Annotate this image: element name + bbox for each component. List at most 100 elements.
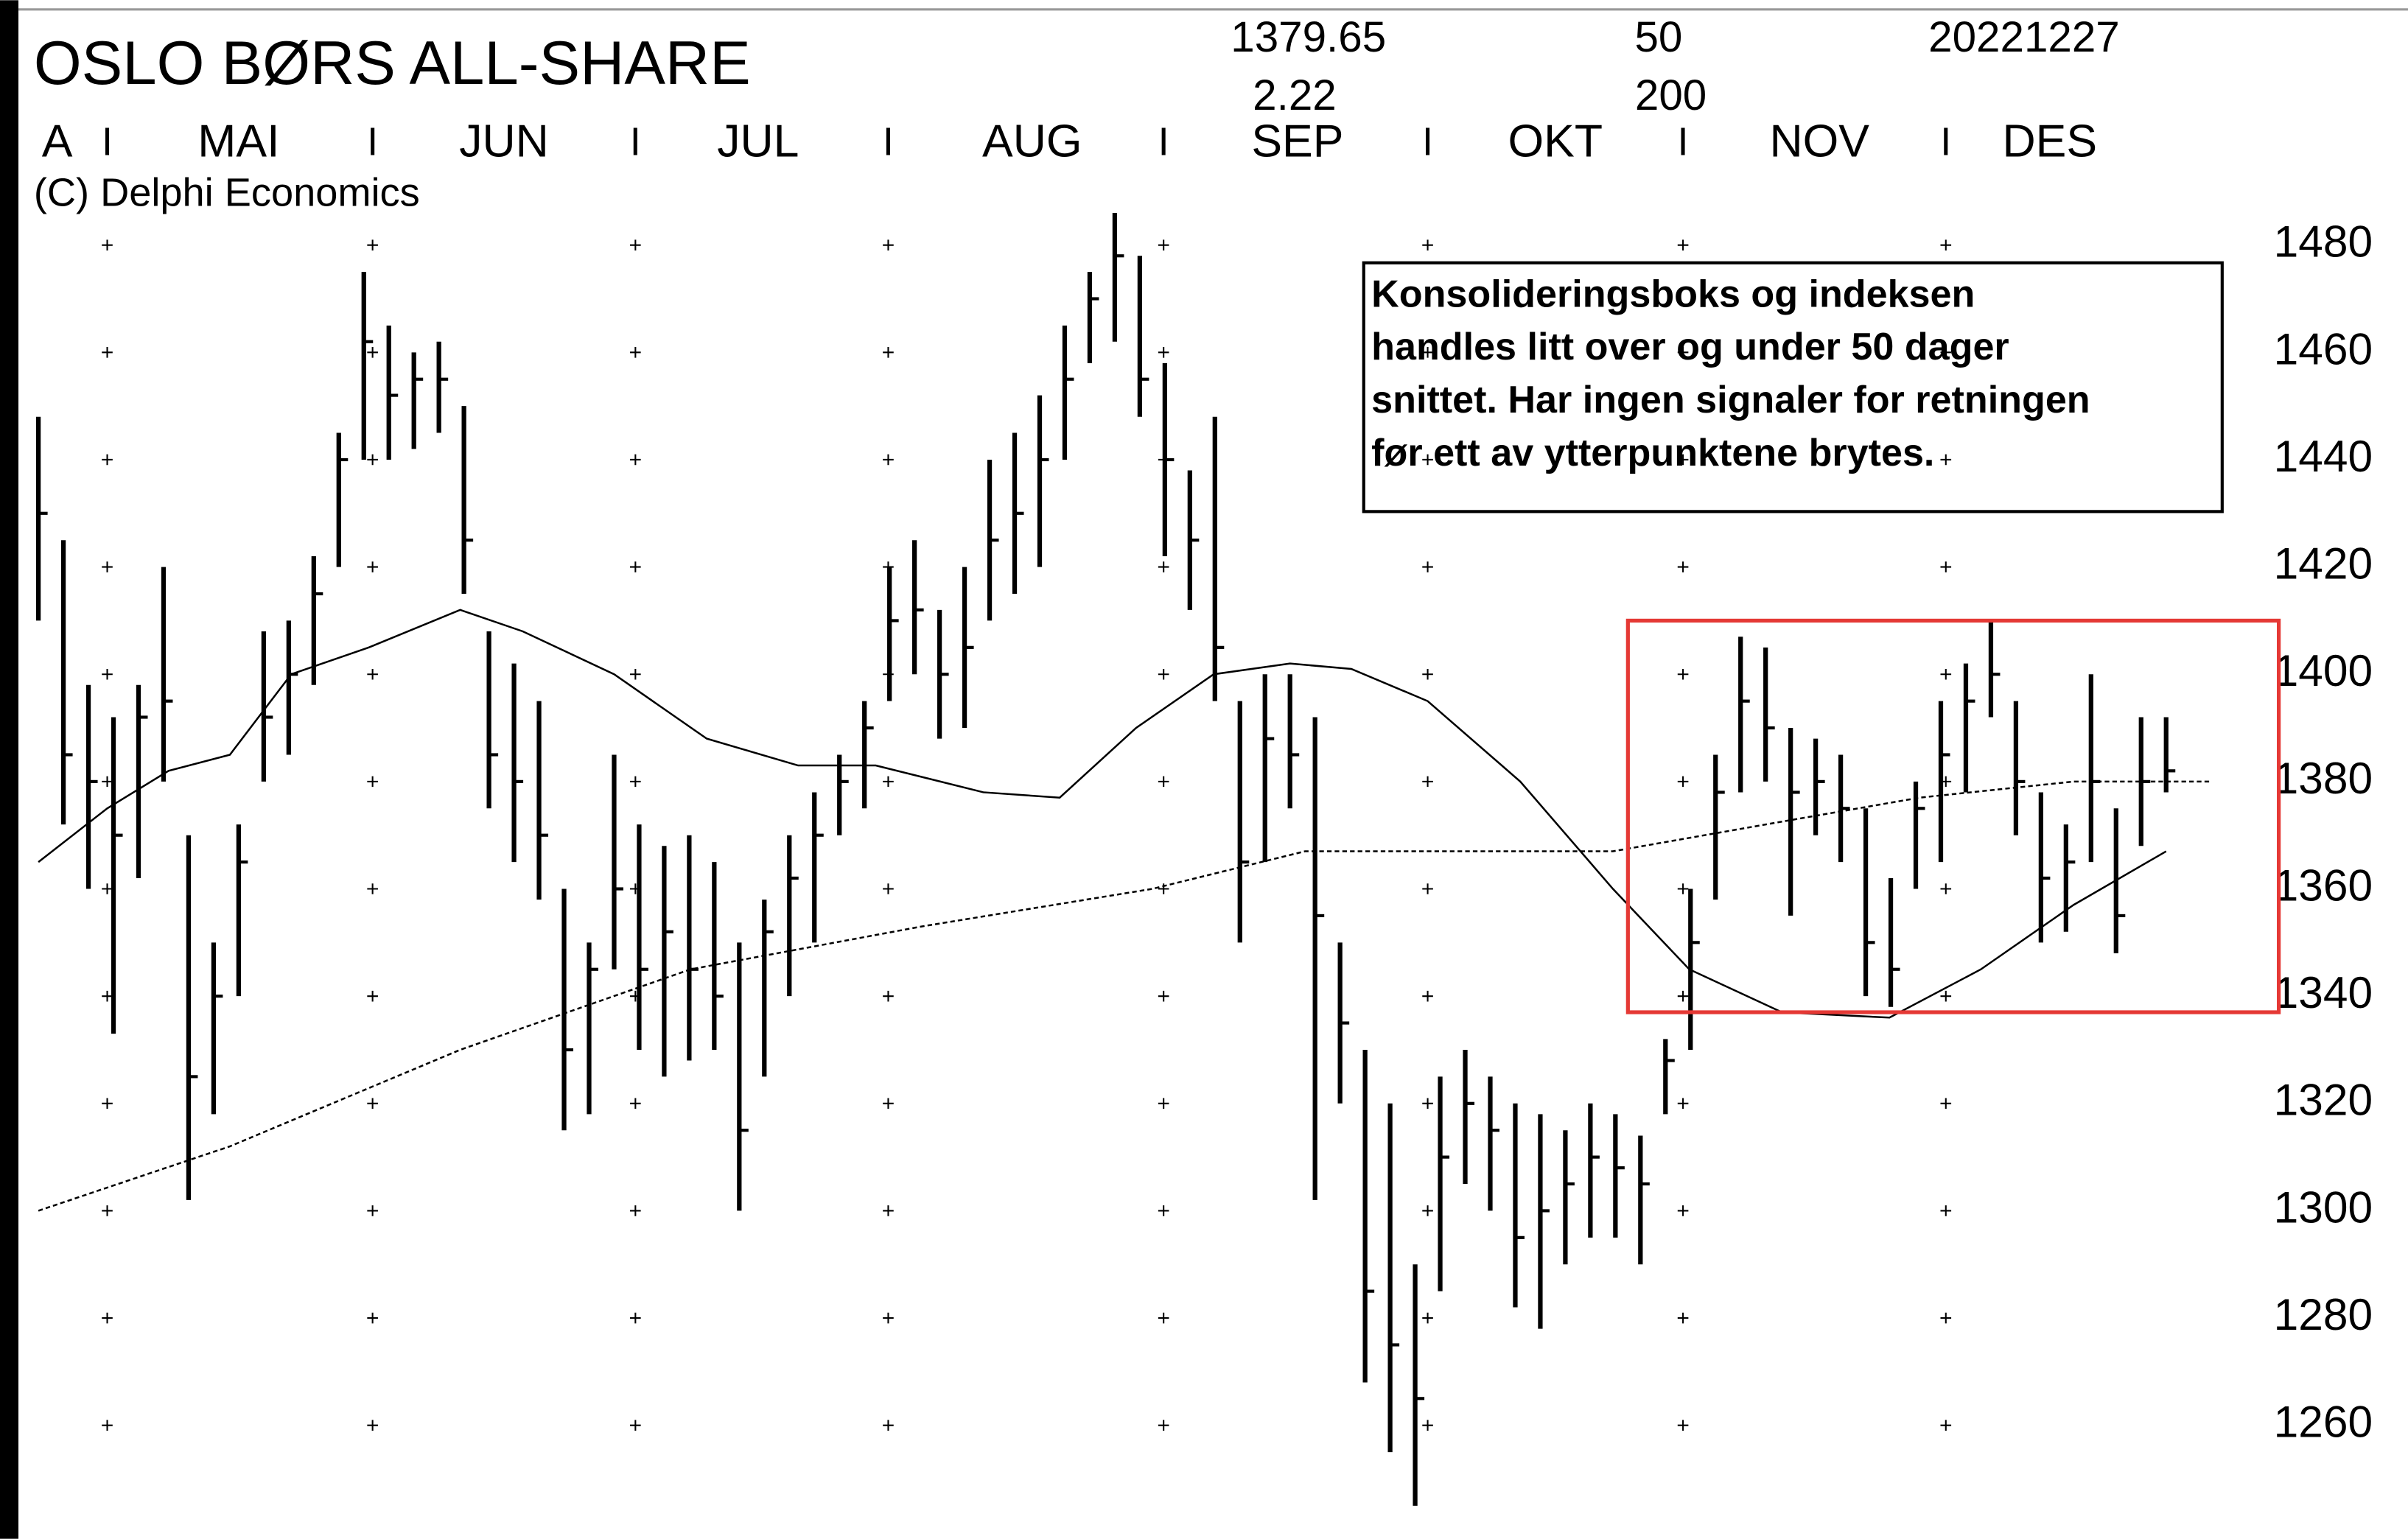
header-ma-short: 50 [1634,13,1682,61]
grid-plus [1158,239,1169,250]
grid-plus [1422,1205,1433,1216]
grid-plus [102,1098,113,1109]
grid-plus [1422,1098,1433,1109]
grid-plus [1158,1312,1169,1324]
left-frame [0,0,19,1539]
x-tick-label: MAI [197,116,279,167]
x-tick-label: A [42,116,73,167]
grid-plus [630,454,641,466]
grid-plus [1677,561,1689,572]
consolidation-box [1625,618,2281,1014]
y-tick-label: 1320 [2274,1075,2373,1125]
grid-plus [883,454,894,466]
grid-plus [102,239,113,250]
grid-plus [1940,561,1952,572]
grid-plus [1940,668,1952,680]
x-tick-label: OKT [1508,116,1603,167]
grid-plus [102,347,113,358]
grid-plus [1158,1098,1169,1109]
grid-plus [367,561,378,572]
grid-plus [1158,776,1169,788]
annotation-line: før ett av ytterpunktene brytes. [1371,432,1934,474]
grid-plus [1158,990,1169,1002]
grid-plus [1422,1420,1433,1431]
grid-plus [1940,883,1952,894]
grid-plus [367,1420,378,1431]
grid-plus [367,454,378,466]
grid-plus [883,347,894,358]
x-tick-label: JUL [717,116,799,167]
y-tick-label: 1360 [2274,860,2373,910]
grid-plus [1677,883,1689,894]
x-separator: I [1422,120,1433,164]
chart-title: OSLO BØRS ALL-SHARE [34,29,751,97]
subtitle: (C) Delphi Economics [34,170,420,214]
annotation-box [1362,261,2224,513]
grid-plus [1677,1098,1689,1109]
grid-plus [1940,347,1952,358]
x-separator: I [1158,120,1169,164]
header-last: 1379.65 [1231,13,1386,61]
grid-plus [630,776,641,788]
grid-plus [1158,668,1169,680]
grid-plus [1422,883,1433,894]
x-tick-label: SEP [1251,116,1343,167]
x-separator: I [1678,120,1689,164]
x-tick-label: JUN [459,116,549,167]
header-date: 20221227 [1928,13,2120,61]
grid-plus [883,1312,894,1324]
grid-plus [1940,454,1952,466]
grid-plus [102,1205,113,1216]
grid-plus [1158,561,1169,572]
grid-plus [367,347,378,358]
y-tick-label: 1340 [2274,967,2373,1017]
x-separator: I [630,120,641,164]
grid-plus [630,1312,641,1324]
grid-plus [1677,454,1689,466]
grid-plus [1677,1205,1689,1216]
grid-plus [1422,668,1433,680]
grid-plus [630,1420,641,1431]
grid-plus [1158,1205,1169,1216]
grid-plus [367,990,378,1002]
annotation-line: Konsolideringsboks og indeksen [1371,273,1975,315]
x-tick-label: NOV [1769,116,1869,167]
header-change: 2.22 [1253,71,1337,119]
grid-plus [1677,668,1689,680]
grid-plus [102,990,113,1002]
grid-plus [1677,239,1689,250]
grid-plus [367,668,378,680]
grid-plus [1422,990,1433,1002]
grid-plus [630,668,641,680]
grid-plus [1677,1420,1689,1431]
grid-plus [102,668,113,680]
grid-plus [367,1098,378,1109]
y-tick-label: 1260 [2274,1397,2373,1447]
grid-plus [630,1205,641,1216]
grid-plus [1677,1312,1689,1324]
grid-plus [367,883,378,894]
grid-plus [367,776,378,788]
ma50-line [38,609,2167,1019]
grid-plus [1422,347,1433,358]
y-tick-label: 1440 [2274,431,2373,481]
grid-plus [1940,1098,1952,1109]
x-separator: I [367,120,378,164]
grid-plus [883,1098,894,1109]
y-tick-label: 1280 [2274,1289,2373,1339]
grid-plus [883,776,894,788]
grid-plus [1158,1420,1169,1431]
grid-plus [1422,776,1433,788]
annotation: Konsolideringsboks og indeksen handles li… [1371,273,2090,474]
grid-plus [1677,990,1689,1002]
grid-plus [102,776,113,788]
grid-plus [1677,347,1689,358]
x-tick-label: DES [2002,116,2097,167]
grid-plus [1940,239,1952,250]
y-tick-label: 1300 [2274,1182,2373,1232]
y-tick-label: 1380 [2274,753,2373,803]
x-separator: I [1940,120,1951,164]
grid-plus [630,1098,641,1109]
grid-plus [367,1312,378,1324]
